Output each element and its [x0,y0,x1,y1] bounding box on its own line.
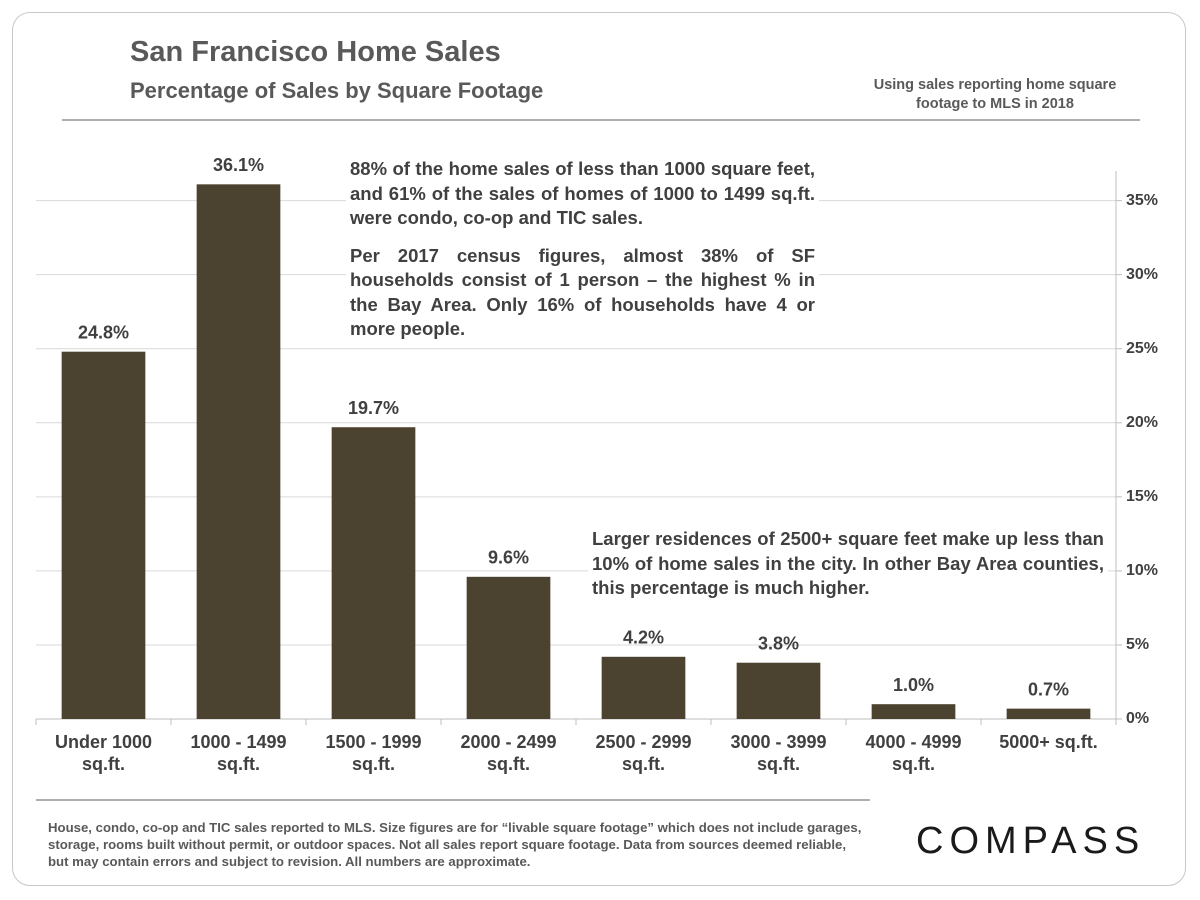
y-tick-label: 15% [1126,488,1158,505]
y-tick-label: 35% [1126,192,1158,209]
annotation-text: 88% of the home sales of less than 1000 … [350,158,815,228]
bar [1006,708,1091,719]
x-tick-label: 1000 - 1499 sq.ft. [190,732,287,774]
value-label: 0.7% [1028,679,1069,699]
x-tick-label: 4000 - 4999 sq.ft. [865,732,962,774]
chart-subtitle: Percentage of Sales by Square Footage [130,78,544,103]
value-label: 3.8% [758,633,799,653]
annotation: Larger residences of 2500+ square feet m… [588,527,1108,601]
y-tick-label: 0% [1126,710,1149,727]
annotation: 88% of the home sales of less than 1000 … [346,157,819,342]
annotation-text: Per 2017 census figures, almost 38% of S… [350,244,815,340]
value-label: 19.7% [348,398,399,418]
x-tick-label: 1500 - 1999 sq.ft. [325,732,422,774]
x-tick-label: 3000 - 3999 sq.ft. [730,732,827,774]
bar [736,662,821,719]
value-label: 4.2% [623,628,664,648]
x-tick-label: Under 1000 sq.ft. [54,732,153,774]
y-tick-label: 25% [1126,340,1158,357]
bar [871,704,956,719]
chart-title: San Francisco Home Sales [130,36,501,68]
x-tick-label: 2000 - 2499 sq.ft. [460,732,557,774]
value-label: 1.0% [893,675,934,695]
bar [61,351,146,719]
bar [601,656,686,719]
value-label: 36.1% [213,155,264,175]
value-label: 24.8% [78,322,129,342]
bar [196,184,281,720]
x-tick-label: 5000+ sq.ft. [999,732,1098,752]
bar [331,427,416,719]
frame [12,12,1186,886]
footnote: House, condo, co-op and TIC sales report… [48,820,862,869]
annotation-text: Larger residences of 2500+ square feet m… [592,528,1104,598]
y-tick-label: 10% [1126,562,1158,579]
bar [466,576,551,719]
value-label: 9.6% [488,548,529,568]
x-tick-label: 2500 - 2999 sq.ft. [595,732,692,774]
y-tick-label: 20% [1126,414,1158,431]
logo: COMPASS [916,820,1146,862]
note: Using sales reporting home square footag… [873,77,1117,112]
y-tick-label: 30% [1126,266,1158,283]
y-tick-label: 5% [1126,636,1149,653]
